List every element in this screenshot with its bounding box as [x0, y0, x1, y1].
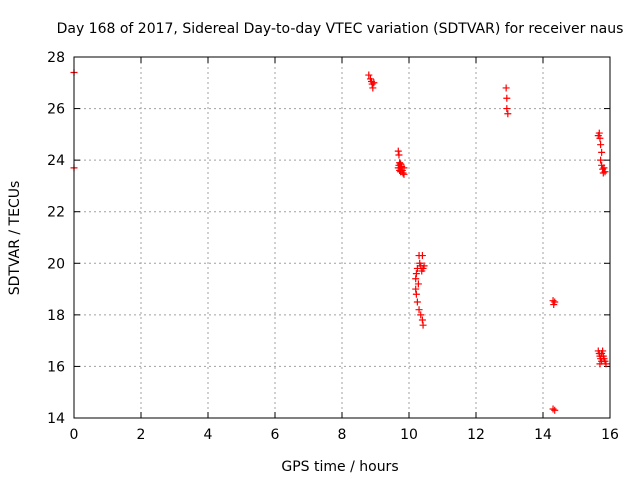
y-tick-label: 22: [47, 205, 65, 221]
x-tick-label: 10: [400, 427, 418, 443]
data-point: [394, 147, 402, 155]
y-tick-label: 14: [47, 411, 65, 427]
data-point: [595, 129, 603, 137]
data-point: [418, 252, 426, 260]
y-tick-label: 16: [47, 359, 65, 375]
x-tick-label: 2: [137, 427, 146, 443]
data-point: [417, 311, 425, 319]
data-point: [598, 148, 606, 156]
data-point: [596, 360, 604, 368]
data-point: [549, 405, 557, 413]
data-point: [503, 94, 511, 102]
data-point: [502, 84, 510, 92]
data-point: [368, 80, 376, 88]
y-tick-label: 18: [47, 308, 65, 324]
data-point: [419, 321, 427, 329]
data-point: [369, 84, 377, 92]
data-point: [365, 71, 373, 79]
data-point: [412, 270, 420, 278]
y-tick-label: 20: [47, 256, 65, 272]
y-tick-label: 28: [47, 50, 65, 66]
y-tick-label: 24: [47, 153, 65, 169]
data-point: [596, 134, 604, 142]
data-point: [370, 79, 378, 87]
y-tick-label: 26: [47, 102, 65, 118]
y-axis-label: SDTVAR / TECUs: [7, 181, 23, 296]
x-tick-label: 8: [338, 427, 347, 443]
data-point: [412, 275, 420, 283]
x-tick-label: 6: [271, 427, 280, 443]
data-point: [549, 297, 557, 305]
data-point: [414, 280, 422, 288]
data-point: [420, 262, 428, 270]
data-point: [412, 285, 420, 293]
x-tick-label: 14: [534, 427, 552, 443]
x-tick-label: 12: [467, 427, 485, 443]
data-point: [395, 151, 403, 159]
x-tick-label: 16: [601, 427, 619, 443]
data-point: [412, 290, 420, 298]
data-point: [600, 164, 608, 172]
data-point: [503, 105, 511, 113]
x-tick-label: 4: [204, 427, 213, 443]
data-point: [400, 164, 408, 172]
data-points: [70, 68, 610, 414]
plot-frame: [73, 56, 611, 419]
x-tick-label: 0: [70, 427, 79, 443]
data-point: [551, 298, 559, 306]
chart-title: Day 168 of 2017, Sidereal Day-to-day VTE…: [57, 21, 624, 37]
data-point: [413, 298, 421, 306]
data-point: [599, 347, 607, 355]
data-point: [597, 156, 605, 164]
x-axis-label: GPS time / hours: [281, 459, 398, 475]
data-point: [504, 110, 512, 118]
data-point: [597, 141, 605, 149]
data-point: [415, 306, 423, 314]
data-point: [602, 360, 610, 368]
data-point: [601, 168, 609, 176]
data-point: [551, 406, 559, 414]
data-point: [599, 169, 607, 177]
data-point: [418, 316, 426, 324]
grid-lines: [74, 57, 610, 418]
data-point: [397, 168, 405, 176]
